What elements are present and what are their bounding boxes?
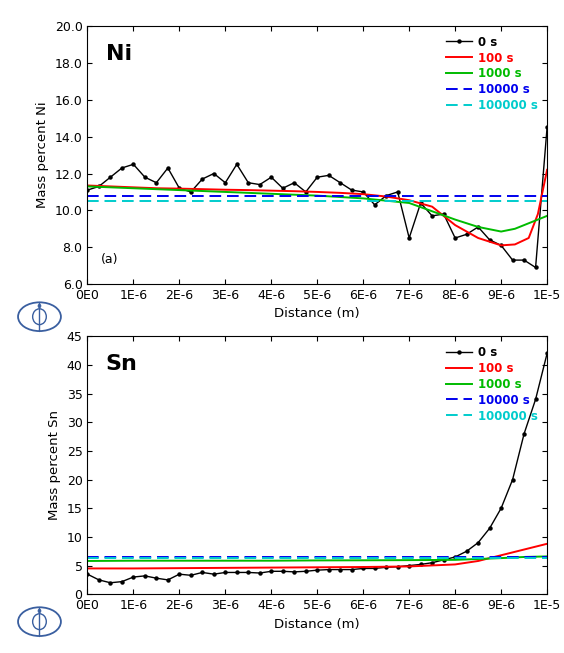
Legend: 0 s, 100 s, 1000 s, 10000 s, 100000 s: 0 s, 100 s, 1000 s, 10000 s, 100000 s (442, 32, 541, 116)
X-axis label: Distance (m): Distance (m) (275, 308, 360, 321)
Y-axis label: Mass percent Sn: Mass percent Sn (48, 410, 61, 520)
Text: (a): (a) (101, 253, 118, 266)
Text: Sn: Sn (106, 354, 138, 374)
Circle shape (38, 304, 41, 308)
Circle shape (38, 609, 41, 613)
Text: Ni: Ni (106, 44, 132, 63)
Legend: 0 s, 100 s, 1000 s, 10000 s, 100000 s: 0 s, 100 s, 1000 s, 10000 s, 100000 s (442, 342, 541, 426)
Y-axis label: Mass percent Ni: Mass percent Ni (36, 102, 49, 208)
X-axis label: Distance (m): Distance (m) (275, 618, 360, 631)
